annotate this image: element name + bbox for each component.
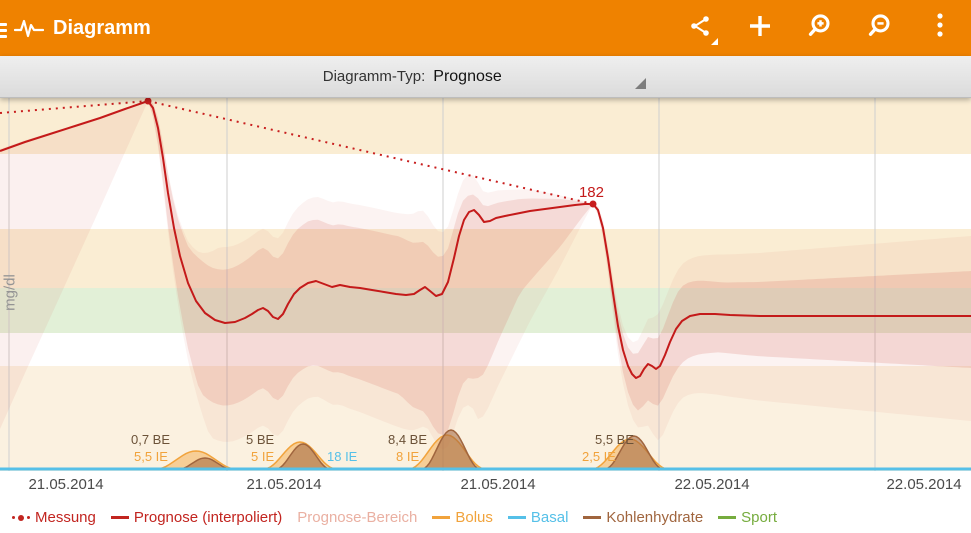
x-axis: 21.05.2014 21.05.2014 21.05.2014 22.05.2014… [0,471,971,501]
legend-item: Prognose-Bereich [297,509,417,526]
waveform-logo-icon [14,16,44,40]
chart-type-toolbar: Diagramm-Typ: Prognose [0,56,971,98]
legend-label: Basal [530,509,569,526]
legend-line-swatch [583,516,602,519]
legend-item: Messung [12,509,96,526]
add-entry-button[interactable] [745,4,775,52]
zoom-in-icon [807,12,834,44]
svg-text:8 IE: 8 IE [396,449,419,464]
x-axis-label: 22.05.2014 [674,476,750,493]
svg-text:8,4 BE: 8,4 BE [388,432,427,447]
svg-text:5 IE: 5 IE [251,449,274,464]
x-axis-label: 22.05.2014 [886,476,962,493]
legend-dotted-swatch [12,514,30,521]
plus-icon [747,13,773,44]
legend-item: Kohlenhydrate [583,509,703,526]
chart-legend: Messung Prognose (interpoliert) Prognose-B… [0,501,971,533]
chart-type-label: Diagramm-Typ: [322,68,426,85]
overflow-menu-button[interactable] [925,4,955,52]
zoom-out-icon [867,12,894,44]
svg-text:0,7 BE: 0,7 BE [131,432,170,447]
share-icon [688,13,712,44]
legend-line-swatch [110,516,129,519]
legend-label: Sport [741,509,778,526]
legend-label: Kohlenhydrate [606,509,704,526]
svg-text:5,5 BE: 5,5 BE [595,432,634,447]
chart-type-spinner[interactable]: Prognose [433,62,648,92]
long-press-corner-icon [711,38,718,45]
svg-text:182: 182 [579,184,604,201]
overflow-menu-icon [936,12,944,45]
prognosis-chart[interactable]: 182 0,7 BE 5,5 IE 5 BE 5 IE 18 IE 8,4 BE 8 IE 5,… [0,98,971,471]
page-title: Diagramm [53,16,151,39]
legend-line-swatch [507,516,526,519]
legend-item: Bolus [432,509,493,526]
chart-area: 182 0,7 BE 5,5 IE 5 BE 5 IE 18 IE 8,4 BE 8 IE 5,… [0,98,971,471]
menu-icon[interactable] [0,20,7,41]
svg-text:2,5 IE: 2,5 IE [582,449,616,464]
x-axis-label: 21.05.2014 [460,476,536,493]
legend-label: Messung [35,509,96,526]
x-axis-label: 21.05.2014 [28,476,104,493]
y-axis-label: mg/dl [1,274,19,311]
zoom-out-button[interactable] [865,4,895,52]
action-buttons [685,4,971,52]
legend-item: Prognose (interpoliert) [110,509,283,526]
chart-type-value: Prognose [433,67,502,85]
legend-label: Prognose-Bereich [297,509,418,526]
svg-text:5 BE: 5 BE [246,432,275,447]
zoom-in-button[interactable] [805,4,835,52]
x-axis-label: 21.05.2014 [246,476,322,493]
legend-label: Prognose (interpoliert) [133,509,283,526]
legend-line-swatch [432,516,451,519]
legend-line-swatch [718,516,737,519]
dropdown-corner-icon [635,77,647,89]
svg-text:18 IE: 18 IE [327,449,358,464]
legend-item: Sport [718,509,777,526]
legend-item: Basal [507,509,569,526]
share-button[interactable] [685,4,718,52]
action-bar: Diagramm [0,0,971,56]
legend-label: Bolus [455,509,493,526]
svg-text:5,5 IE: 5,5 IE [134,449,168,464]
